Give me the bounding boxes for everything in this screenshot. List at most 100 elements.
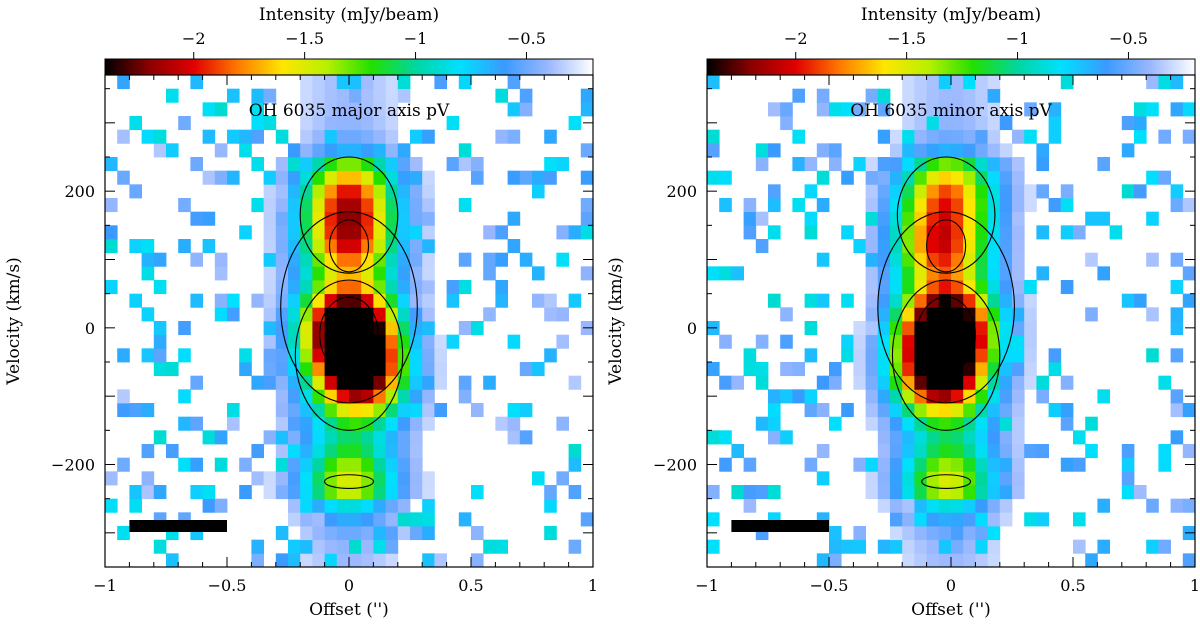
heatmap-cell xyxy=(1036,225,1049,240)
heatmap-cell xyxy=(385,444,399,459)
heatmap-cell xyxy=(951,239,964,254)
heatmap-cell xyxy=(385,293,399,308)
colorbar-tick-label: −1.5 xyxy=(887,29,926,48)
heatmap-cell xyxy=(410,375,423,390)
heatmap-cell xyxy=(458,157,472,172)
heatmap-cell xyxy=(853,157,866,172)
heatmap-cell xyxy=(1012,321,1025,336)
heatmap-cell xyxy=(397,444,411,459)
heatmap-cell xyxy=(300,211,313,226)
heatmap-cell xyxy=(275,334,289,349)
heatmap-cell xyxy=(963,102,976,117)
heatmap-cell xyxy=(1024,362,1037,377)
heatmap-cell xyxy=(829,102,842,117)
heatmap-cell xyxy=(288,334,301,349)
heatmap-cell xyxy=(275,252,289,267)
heatmap-cell xyxy=(1182,293,1196,308)
heatmap-cell xyxy=(373,348,386,363)
heatmap-cell xyxy=(519,362,533,377)
heatmap-cell xyxy=(1073,539,1086,554)
heatmap-cell xyxy=(938,293,952,308)
heatmap-cell xyxy=(117,526,130,541)
heatmap-cell xyxy=(743,485,757,500)
heatmap-cell xyxy=(963,498,976,513)
heatmap-cell xyxy=(349,416,362,431)
heatmap-cell xyxy=(373,526,386,541)
heatmap-cell xyxy=(458,198,472,213)
heatmap-cell xyxy=(349,403,362,418)
heatmap-cell xyxy=(544,307,557,322)
heatmap-cell xyxy=(951,184,964,199)
heatmap-cell xyxy=(422,375,435,390)
heatmap-cell xyxy=(141,307,155,322)
heatmap-cell xyxy=(963,389,976,404)
heatmap-cell xyxy=(1170,389,1184,404)
heatmap-cell xyxy=(373,321,386,336)
heatmap-cell xyxy=(951,334,964,349)
heatmap-cell xyxy=(914,225,927,240)
heatmap-cell xyxy=(422,252,435,267)
heatmap-cell xyxy=(324,170,338,185)
heatmap-cell xyxy=(288,457,301,472)
heatmap-cell xyxy=(361,321,374,336)
heatmap-cell xyxy=(239,457,252,472)
heatmap-cell xyxy=(349,129,362,144)
heatmap-cell xyxy=(951,102,964,117)
heatmap-cell xyxy=(877,307,891,322)
heatmap-cell xyxy=(458,321,472,336)
heatmap-cell xyxy=(987,239,1001,254)
heatmap-cell xyxy=(999,184,1013,199)
heatmap-cell xyxy=(556,225,569,240)
heatmap-cell xyxy=(275,362,289,377)
heatmap-cell xyxy=(890,512,903,527)
heatmap-cell xyxy=(202,170,216,185)
heatmap-cell xyxy=(117,129,130,144)
heatmap-cell xyxy=(719,266,732,281)
heatmap-cell xyxy=(902,389,915,404)
heatmap-cell xyxy=(141,485,155,500)
heatmap-cell xyxy=(336,170,350,185)
heatmap-cell xyxy=(902,416,915,431)
heatmap-cell xyxy=(336,416,350,431)
heatmap-cell xyxy=(731,266,744,281)
heatmap-cell xyxy=(349,170,362,185)
heatmap-cell xyxy=(141,403,155,418)
heatmap-cell xyxy=(312,143,325,158)
heatmap-cell xyxy=(300,266,313,281)
y-tick-label: 200 xyxy=(666,182,697,201)
heatmap-cell xyxy=(975,129,988,144)
heatmap-cell xyxy=(890,143,903,158)
heatmap-cell xyxy=(938,498,952,513)
heatmap-cell xyxy=(951,225,964,240)
heatmap-cell xyxy=(117,348,130,363)
heatmap-cell xyxy=(288,211,301,226)
x-tick-label: 1 xyxy=(588,576,598,595)
heatmap-cell xyxy=(483,266,496,281)
heatmap-cell xyxy=(336,430,350,445)
colorbar-tick-label: −2 xyxy=(182,29,206,48)
y-tick-label: −200 xyxy=(51,456,95,475)
heatmap-cell xyxy=(349,321,362,336)
heatmap-cell xyxy=(361,526,374,541)
heatmap-cell xyxy=(336,184,350,199)
heatmap-cell xyxy=(987,553,1001,568)
heatmap-cell xyxy=(938,348,952,363)
heatmap-cell xyxy=(336,321,350,336)
heatmap-cell xyxy=(902,321,915,336)
heatmap-cell xyxy=(361,198,374,213)
heatmap-cell xyxy=(963,403,976,418)
heatmap-cell xyxy=(902,184,915,199)
heatmap-cell xyxy=(902,225,915,240)
heatmap-cell xyxy=(1060,280,1074,295)
heatmap-cell xyxy=(361,348,374,363)
heatmap-cell xyxy=(1182,266,1196,281)
heatmap-cell xyxy=(926,512,940,527)
heatmap-cell xyxy=(397,143,411,158)
heatmap-cell xyxy=(263,266,277,281)
heatmap-cell xyxy=(336,512,350,527)
heatmap-cell xyxy=(853,375,866,390)
heatmap-cell xyxy=(877,129,891,144)
heatmap-cell xyxy=(719,170,732,185)
heatmap-cell xyxy=(890,485,903,500)
